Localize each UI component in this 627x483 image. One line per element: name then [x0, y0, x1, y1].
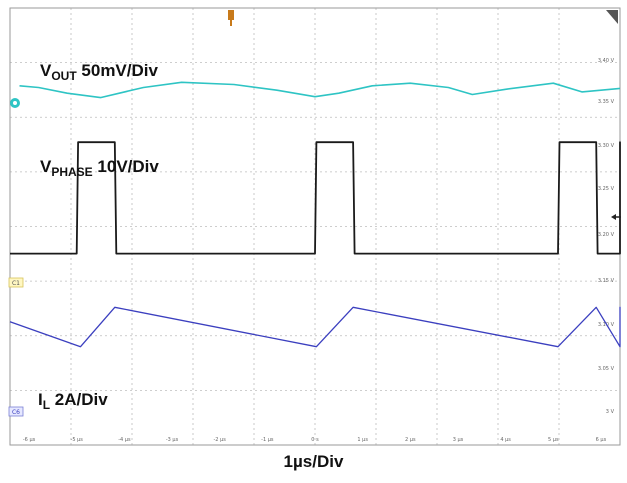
trigger-position-marker[interactable] — [228, 10, 234, 26]
il-label: IL 2A/Div — [38, 390, 108, 412]
c1-marker-text: C1 — [12, 280, 20, 287]
x-tick-labels: -6 µs -5 µs -4 µs -3 µs -2 µs -1 µs 0 s 1 µs 2 µ… — [23, 437, 607, 443]
c6-channel-marker[interactable]: C6 — [8, 406, 24, 417]
x-tick-label: 2 µs — [405, 437, 416, 443]
x-tick-label: -6 µs — [23, 437, 36, 443]
x-tick-label: -3 µs — [166, 437, 179, 443]
vphase-trace — [10, 141, 621, 255]
right-scale-label: 3 V — [606, 409, 615, 415]
x-tick-label: 5 µs — [548, 437, 559, 443]
trigger-level-arrow-icon[interactable] — [611, 214, 621, 220]
right-scale-label: 3.15 V — [598, 278, 615, 284]
trigger-corner-icon — [606, 10, 618, 24]
c1-channel-marker[interactable]: C1 — [8, 277, 24, 288]
il-label-main: I — [38, 390, 43, 409]
x-tick-label: 3 µs — [453, 437, 464, 443]
vout-label: VOUT 50mV/Div — [40, 61, 158, 83]
x-tick-label: 0 s — [311, 437, 319, 443]
vphase-label-sub: PHASE — [51, 165, 92, 179]
il-trace — [9, 306, 621, 348]
vout-trace — [19, 81, 621, 99]
x-tick-label: -4 µs — [118, 437, 131, 443]
x-tick-label: 4 µs — [500, 437, 511, 443]
vout-channel-marker-icon[interactable] — [10, 98, 20, 108]
x-axis-label: 1µs/Div — [283, 452, 344, 471]
right-scale-label: 3.05 V — [598, 366, 615, 372]
c6-marker-text: C6 — [12, 409, 20, 416]
x-tick-label: -1 µs — [261, 437, 274, 443]
vphase-label-scale: 10V/Div — [93, 157, 160, 176]
vout-label-sub: OUT — [51, 69, 77, 83]
il-label-scale: 2A/Div — [50, 390, 108, 409]
right-scale-label: 3.40 V — [598, 58, 615, 64]
right-scale-label: 3.20 V — [598, 232, 615, 238]
vout-label-scale: 50mV/Div — [77, 61, 159, 80]
right-scale-label: 3.25 V — [598, 186, 615, 192]
vout-label-main: V — [40, 61, 52, 80]
x-tick-label: 6 µs — [596, 437, 607, 443]
right-scale-label: 3.30 V — [598, 143, 615, 149]
x-tick-label: -5 µs — [71, 437, 84, 443]
il-label-sub: L — [43, 398, 50, 412]
waveform-traces — [9, 81, 621, 348]
x-tick-label: -2 µs — [214, 437, 227, 443]
vphase-label: VPHASE 10V/Div — [40, 157, 159, 179]
right-scale-label: 3.35 V — [598, 99, 615, 105]
x-tick-label: 1 µs — [357, 437, 368, 443]
vphase-label-main: V — [40, 157, 52, 176]
